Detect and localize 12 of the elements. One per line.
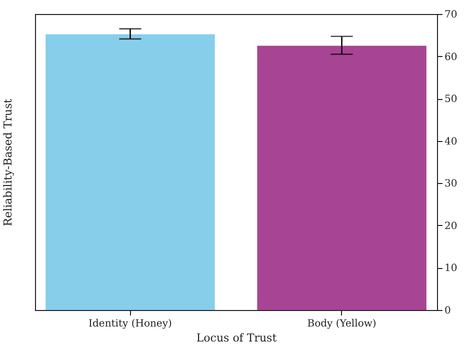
y-tick-label: 20: [444, 220, 458, 232]
y-tick-label: 10: [444, 263, 458, 274]
y-tick-label: 0: [444, 306, 451, 316]
y-axis-title: Reliability-Based Trust: [2, 98, 14, 226]
y-tick-label: 60: [444, 52, 458, 63]
y-tick-label: 30: [444, 178, 458, 190]
y-tick-label: 40: [444, 136, 458, 148]
y-tick-label: 50: [444, 94, 458, 106]
x-tick-label: Body (Yellow): [307, 318, 376, 330]
y-tick-label: 70: [444, 10, 458, 20]
x-tick-label: Identity (Honey): [88, 318, 172, 330]
x-axis-title: Locus of Trust: [196, 332, 278, 344]
